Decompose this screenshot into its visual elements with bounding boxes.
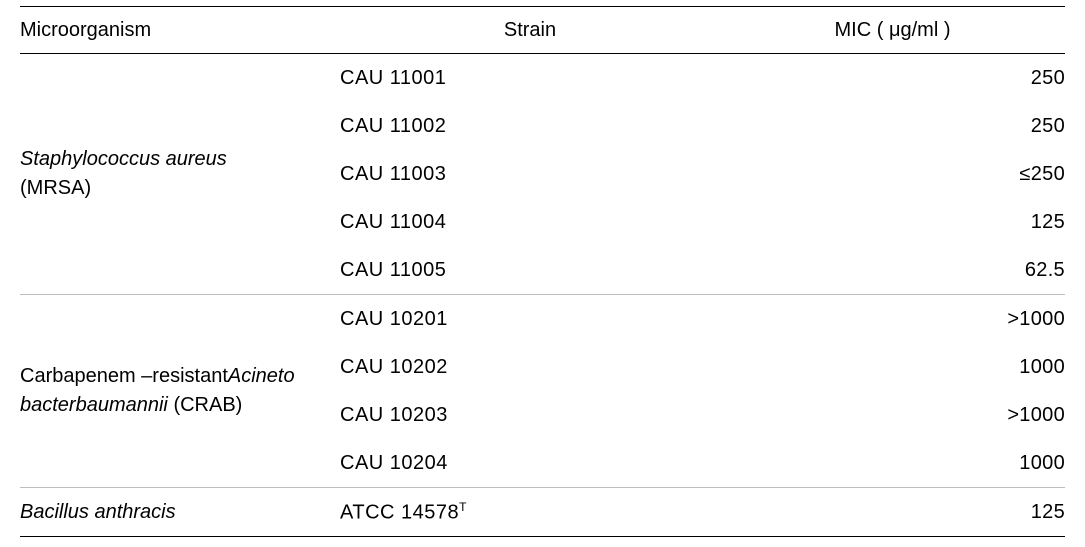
mic-cell: 125	[720, 198, 1065, 246]
strain-cell: CAU 10202	[340, 343, 720, 391]
col-header-mic: MIC ( μg/ml )	[720, 7, 1065, 54]
strain-cell: CAU 11004	[340, 198, 720, 246]
strain-cell: CAU 11001	[340, 54, 720, 103]
table-row: Carbapenem –resistantAcinetobacterbauman…	[20, 295, 1065, 344]
table-row: Staphylococcus aureus(MRSA)CAU 11001250	[20, 54, 1065, 103]
mic-cell: 1000	[720, 439, 1065, 488]
mic-cell: 250	[720, 102, 1065, 150]
table-row: Bacillus anthracisATCC 14578T125	[20, 488, 1065, 537]
mic-cell: >1000	[720, 295, 1065, 344]
mic-table-container: Microorganism Strain MIC ( μg/ml ) Staph…	[0, 0, 1085, 537]
strain-cell: CAU 11003	[340, 150, 720, 198]
organism-cell: Staphylococcus aureus(MRSA)	[20, 54, 340, 295]
organism-cell: Carbapenem –resistantAcinetobacterbauman…	[20, 295, 340, 488]
strain-cell: ATCC 14578T	[340, 488, 720, 537]
strain-cell: CAU 10204	[340, 439, 720, 488]
mic-cell: 125	[720, 488, 1065, 537]
col-header-organism: Microorganism	[20, 7, 340, 54]
mic-cell: >1000	[720, 391, 1065, 439]
strain-cell: CAU 10201	[340, 295, 720, 344]
table-body: Staphylococcus aureus(MRSA)CAU 11001250C…	[20, 54, 1065, 537]
mic-cell: ≤250	[720, 150, 1065, 198]
strain-cell: CAU 11005	[340, 246, 720, 295]
strain-cell: CAU 11002	[340, 102, 720, 150]
mic-cell: 250	[720, 54, 1065, 103]
strain-cell: CAU 10203	[340, 391, 720, 439]
organism-cell: Bacillus anthracis	[20, 488, 340, 537]
mic-cell: 62.5	[720, 246, 1065, 295]
mic-cell: 1000	[720, 343, 1065, 391]
col-header-strain: Strain	[340, 7, 720, 54]
mic-table: Microorganism Strain MIC ( μg/ml ) Staph…	[20, 6, 1065, 537]
table-header-row: Microorganism Strain MIC ( μg/ml )	[20, 7, 1065, 54]
